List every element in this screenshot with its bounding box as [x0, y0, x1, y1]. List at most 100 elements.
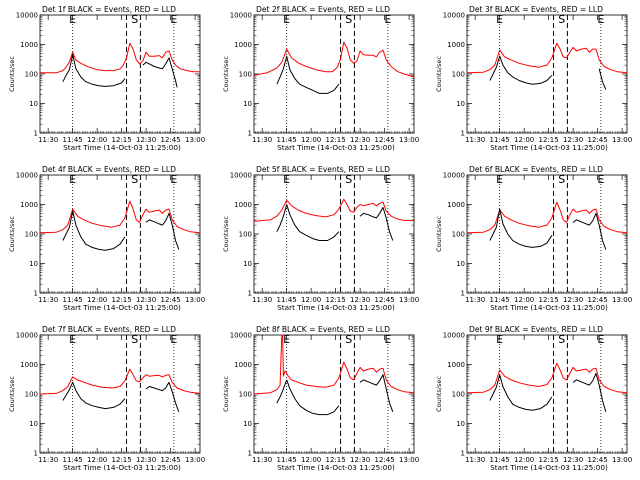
interval-marker-label: E	[496, 173, 503, 186]
x-axis-label: Start Time (14-Oct-03 11:25:00)	[490, 143, 608, 152]
x-tick-label: 12:30	[350, 136, 370, 144]
panel-title: Det 3f BLACK = Events, RED = LLD	[469, 5, 603, 14]
y-tick-label: 100	[239, 231, 252, 239]
x-tick-label: 11:45	[63, 296, 83, 304]
x-tick-label: 12:00	[301, 296, 321, 304]
x-tick-label: 12:45	[588, 296, 608, 304]
x-tick-label: 12:15	[326, 456, 346, 464]
x-tick-label: 11:30	[38, 136, 58, 144]
x-tick-label: 11:45	[490, 296, 510, 304]
x-tick-label: 12:45	[375, 296, 395, 304]
x-tick-label: 11:30	[252, 456, 272, 464]
y-axis-label: Counts/sec	[435, 56, 443, 92]
x-tick-label: 12:30	[563, 456, 583, 464]
y-tick-label: 10	[29, 260, 38, 268]
y-tick-label: 1	[461, 450, 465, 458]
y-tick-label: 10000	[16, 172, 38, 180]
interval-marker-label: S	[131, 13, 138, 26]
y-tick-label: 1000	[447, 41, 465, 49]
lld-series-line	[39, 368, 201, 395]
x-tick-label: 12:00	[514, 456, 534, 464]
interval-marker-label: E	[170, 173, 177, 186]
y-axis-label: Counts/sec	[435, 376, 443, 412]
interval-marker-label: E	[69, 173, 76, 186]
detector-panel: Det 4f BLACK = Events, RED = LLD 1 10 100 10…	[8, 165, 205, 312]
x-tick-label: 13:00	[399, 136, 419, 144]
y-tick-label: 1000	[234, 361, 252, 369]
interval-marker-label: S	[345, 13, 352, 26]
x-tick-label: 12:00	[301, 456, 321, 464]
x-tick-label: 12:00	[87, 296, 107, 304]
x-tick-label: 12:00	[301, 136, 321, 144]
interval-marker-label: E	[283, 333, 290, 346]
y-tick-label: 1	[34, 130, 38, 138]
plot-frame	[253, 14, 415, 134]
x-tick-label: 11:30	[465, 456, 485, 464]
x-tick-label: 13:00	[612, 456, 632, 464]
x-tick-label: 12:45	[161, 296, 181, 304]
x-axis-label: Start Time (14-Oct-03 11:25:00)	[63, 303, 181, 312]
x-tick-label: 12:30	[136, 296, 156, 304]
lld-series-line	[253, 41, 415, 78]
y-tick-label: 10	[456, 100, 465, 108]
x-tick-label: 11:45	[490, 456, 510, 464]
y-tick-label: 100	[452, 391, 465, 399]
x-tick-label: 11:45	[63, 136, 83, 144]
y-tick-label: 1	[248, 450, 252, 458]
y-tick-label: 10000	[443, 332, 465, 340]
plot-frame	[39, 14, 201, 134]
lld-series-line	[40, 42, 200, 74]
y-axis-label: Counts/sec	[8, 216, 16, 252]
detector-panel: Det 7f BLACK = Events, RED = LLD 1 10 100 10…	[8, 325, 205, 472]
panel-title: Det 6f BLACK = Events, RED = LLD	[469, 165, 603, 174]
x-axis-label: Start Time (14-Oct-03 11:25:00)	[277, 143, 395, 152]
detector-panel: Det 1f BLACK = Events, RED = LLD 1 10 100 10…	[8, 5, 205, 152]
interval-marker-label: E	[496, 13, 503, 26]
y-tick-label: 1000	[20, 361, 38, 369]
x-tick-label: 11:30	[252, 136, 272, 144]
x-tick-label: 12:15	[112, 136, 132, 144]
detector-panel: Det 2f BLACK = Events, RED = LLD 1 10 100 10…	[222, 5, 419, 152]
y-tick-label: 100	[452, 231, 465, 239]
interval-marker-label: E	[283, 13, 290, 26]
y-tick-label: 10	[29, 420, 38, 428]
x-tick-label: 12:00	[87, 136, 107, 144]
interval-marker-label: E	[283, 173, 290, 186]
x-tick-label: 12:45	[588, 456, 608, 464]
y-tick-label: 1	[248, 130, 252, 138]
y-axis-label: Counts/sec	[222, 216, 230, 252]
y-tick-label: 100	[25, 391, 38, 399]
interval-marker-label: E	[384, 13, 391, 26]
x-axis-label: Start Time (14-Oct-03 11:25:00)	[63, 143, 181, 152]
y-tick-label: 100	[452, 71, 465, 79]
detector-panel: Det 9f BLACK = Events, RED = LLD 1 10 100 10…	[435, 325, 632, 472]
detector-panel: Det 5f BLACK = Events, RED = LLD 1 10 100 10…	[222, 165, 419, 312]
panel-title: Det 4f BLACK = Events, RED = LLD	[42, 165, 176, 174]
x-tick-label: 11:30	[38, 296, 58, 304]
y-tick-label: 10000	[443, 12, 465, 20]
y-tick-label: 1000	[234, 201, 252, 209]
interval-marker-label: E	[597, 173, 604, 186]
y-axis-label: Counts/sec	[8, 376, 16, 412]
x-tick-label: 12:30	[136, 456, 156, 464]
x-tick-label: 12:30	[350, 296, 370, 304]
x-tick-label: 11:30	[465, 136, 485, 144]
interval-marker-label: S	[558, 333, 565, 346]
x-tick-label: 11:30	[252, 296, 272, 304]
interval-marker-label: S	[345, 173, 352, 186]
events-series-line	[489, 55, 607, 90]
x-tick-label: 12:15	[326, 296, 346, 304]
y-tick-label: 1	[34, 450, 38, 458]
interval-marker-label: E	[170, 333, 177, 346]
plot-frame	[466, 14, 628, 134]
detector-panel: Det 8f BLACK = Events, RED = LLD 1 10 100 10…	[222, 325, 419, 472]
panel-title: Det 2f BLACK = Events, RED = LLD	[256, 5, 390, 14]
lld-series-line	[466, 201, 628, 234]
x-tick-label: 12:00	[514, 296, 534, 304]
y-axis-label: Counts/sec	[8, 56, 16, 92]
x-axis-label: Start Time (14-Oct-03 11:25:00)	[490, 463, 608, 472]
x-tick-label: 13:00	[185, 136, 205, 144]
x-tick-label: 12:00	[87, 456, 107, 464]
x-tick-label: 12:45	[375, 136, 395, 144]
